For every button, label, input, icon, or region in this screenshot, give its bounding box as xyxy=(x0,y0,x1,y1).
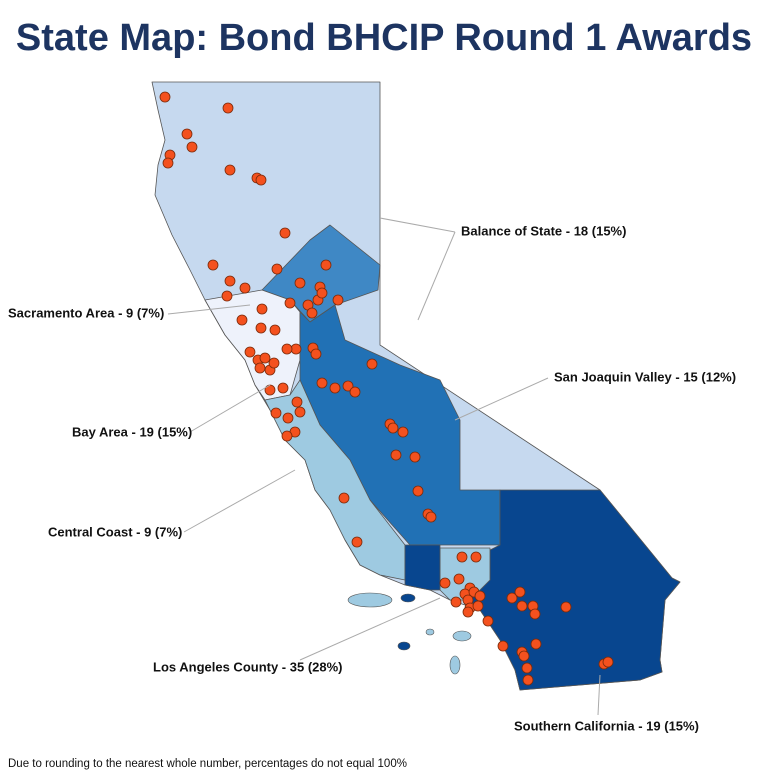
award-marker xyxy=(320,259,332,271)
region-label: Bay Area - 19 (15%) xyxy=(72,424,192,439)
award-marker xyxy=(450,596,462,608)
award-marker xyxy=(506,592,518,604)
award-marker xyxy=(268,357,280,369)
award-marker xyxy=(412,485,424,497)
award-marker xyxy=(514,586,526,598)
leader-line xyxy=(167,304,251,315)
award-marker xyxy=(390,449,402,461)
leader-line xyxy=(597,674,601,716)
award-marker xyxy=(306,307,318,319)
award-marker xyxy=(271,263,283,275)
leader-line xyxy=(189,384,271,433)
award-marker xyxy=(222,102,234,114)
award-marker xyxy=(521,662,533,674)
award-marker xyxy=(255,322,267,334)
award-marker xyxy=(462,606,474,618)
region-label: Los Angeles County - 35 (28%) xyxy=(153,659,343,674)
award-marker xyxy=(453,573,465,585)
leader-lines xyxy=(167,217,601,716)
region-label: Southern California - 19 (15%) xyxy=(514,718,699,733)
award-marker xyxy=(224,275,236,287)
award-marker xyxy=(518,650,530,662)
region-label: Central Coast - 9 (7%) xyxy=(48,524,182,539)
award-marker xyxy=(474,590,486,602)
award-marker xyxy=(329,382,341,394)
award-marker xyxy=(236,314,248,326)
region-label: San Joaquin Valley - 15 (12%) xyxy=(554,369,736,384)
award-marker xyxy=(259,352,271,364)
award-marker xyxy=(255,174,267,186)
island xyxy=(452,630,472,642)
region-label: Sacramento Area - 9 (7%) xyxy=(8,305,164,320)
award-marker xyxy=(282,412,294,424)
award-marker xyxy=(560,601,572,613)
award-marker xyxy=(256,303,268,315)
award-marker xyxy=(310,348,322,360)
award-marker xyxy=(351,536,363,548)
award-marker xyxy=(294,406,306,418)
award-marker xyxy=(530,638,542,650)
award-marker xyxy=(316,287,328,299)
award-marker xyxy=(181,128,193,140)
award-marker xyxy=(244,346,256,358)
award-marker xyxy=(338,492,350,504)
leader-line xyxy=(379,217,456,233)
award-marker xyxy=(602,656,614,668)
island xyxy=(400,593,416,603)
award-marker xyxy=(482,615,494,627)
award-marker xyxy=(207,259,219,271)
island xyxy=(449,655,461,675)
award-marker xyxy=(162,157,174,169)
region-southern-california xyxy=(469,489,681,691)
island xyxy=(425,628,435,636)
map-title: State Map: Bond BHCIP Round 1 Awards xyxy=(16,17,752,59)
award-marker xyxy=(470,551,482,563)
award-marker xyxy=(281,430,293,442)
award-marker xyxy=(387,422,399,434)
award-marker xyxy=(239,282,251,294)
award-marker xyxy=(342,380,354,392)
region-los-angeles xyxy=(404,544,441,591)
leader-line xyxy=(299,597,441,661)
award-marker xyxy=(270,407,282,419)
award-marker xyxy=(409,451,421,463)
award-marker xyxy=(284,297,296,309)
award-marker xyxy=(290,343,302,355)
award-marker xyxy=(397,426,409,438)
island xyxy=(397,641,411,651)
award-marker xyxy=(269,324,281,336)
award-marker xyxy=(279,227,291,239)
award-marker xyxy=(224,164,236,176)
award-marker xyxy=(439,577,451,589)
award-marker xyxy=(294,277,306,289)
award-marker xyxy=(254,362,266,374)
leader-line xyxy=(454,377,549,421)
award-markers xyxy=(159,91,614,686)
award-marker xyxy=(316,377,328,389)
award-marker xyxy=(472,600,484,612)
leader-line xyxy=(417,231,456,321)
award-marker xyxy=(332,294,344,306)
award-marker xyxy=(291,396,303,408)
island xyxy=(347,592,393,608)
award-marker xyxy=(221,290,233,302)
region-sacramento xyxy=(261,224,381,323)
award-marker xyxy=(349,386,361,398)
award-marker xyxy=(522,674,534,686)
award-marker xyxy=(159,91,171,103)
award-marker xyxy=(186,141,198,153)
award-marker xyxy=(529,608,541,620)
award-marker xyxy=(425,511,437,523)
footnote: Due to rounding to the nearest whole num… xyxy=(8,758,407,770)
award-marker xyxy=(497,640,509,652)
award-marker xyxy=(281,343,293,355)
award-marker xyxy=(516,600,528,612)
region-label: Balance of State - 18 (15%) xyxy=(461,223,626,238)
award-marker xyxy=(277,382,289,394)
award-marker xyxy=(366,358,378,370)
award-marker xyxy=(456,551,468,563)
leader-line xyxy=(183,469,296,533)
